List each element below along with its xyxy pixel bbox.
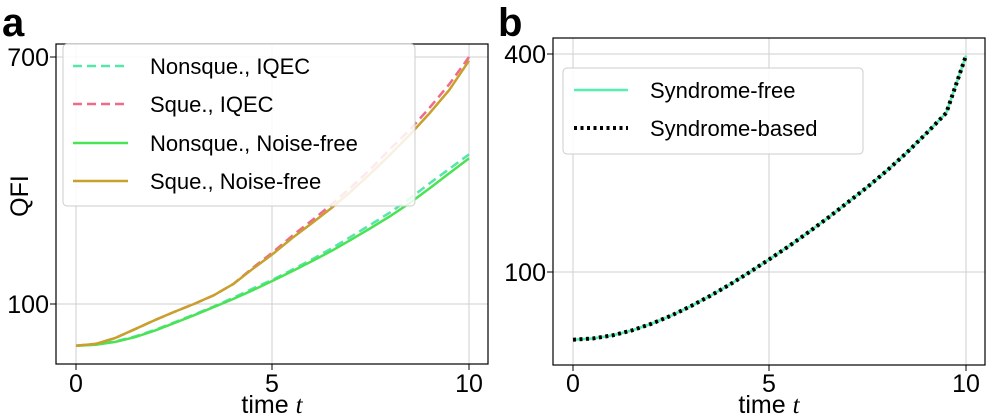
series-line-syndrome-based [572, 54, 968, 342]
series-line-nonsque-noise-free [75, 157, 470, 347]
panel-b-xlabel-var: t [793, 392, 801, 419]
legend-label-syndrome-based: Syndrome-based [650, 116, 818, 141]
legend-label-sque-iqec: Sque., IQEC [150, 92, 274, 117]
panel-b-series [572, 54, 968, 342]
panel-a-ylabel: QFI [6, 175, 34, 217]
panel-a-xtick-label: 0 [69, 370, 83, 398]
panel-a-legend: Nonsque., IQEC Sque., IQEC Nonsque., Noi… [62, 43, 416, 207]
panel-b-ytick-label: 400 [504, 41, 546, 69]
panel-a-xtick-label: 5 [265, 370, 279, 398]
panel-b-legend-box [562, 67, 864, 155]
panel-b-xlabel-text: time [738, 391, 792, 419]
panel-a-xlabel: time t [241, 391, 303, 419]
panel-b-xtick-label: 10 [952, 370, 980, 398]
legend-label-nonsque-iqec: Nonsque., IQEC [150, 54, 310, 79]
panel-a-ytick-label: 700 [7, 44, 49, 72]
panel-a-letter: a [2, 1, 25, 45]
panel-a-xtick-label: 10 [455, 370, 483, 398]
legend-label-syndrome-free: Syndrome-free [650, 78, 796, 103]
panel-a-legend-box [62, 43, 416, 207]
panel-b-xtick-label: 5 [762, 370, 776, 398]
panel-a-xlabel-text: time [241, 391, 295, 419]
panel-b-letter: b [498, 1, 522, 45]
panel-b-xtick-label: 0 [566, 370, 580, 398]
panel-b: b 0 5 10 100 400 time t Syndrome-free Sy… [498, 1, 986, 419]
legend-label-sque-noise-free: Sque., Noise-free [150, 169, 321, 194]
panel-b-legend: Syndrome-free Syndrome-based [562, 67, 864, 155]
legend-label-nonsque-noise-free: Nonsque., Noise-free [150, 131, 358, 156]
panel-b-xlabel: time t [738, 391, 800, 419]
panel-a: a 0 5 10 100 700 time t QFI Nonsque., IQ… [2, 1, 489, 419]
panel-b-ytick-label: 100 [504, 259, 546, 287]
panel-a-ytick-label: 100 [7, 291, 49, 319]
panel-a-xlabel-var: t [296, 392, 304, 419]
